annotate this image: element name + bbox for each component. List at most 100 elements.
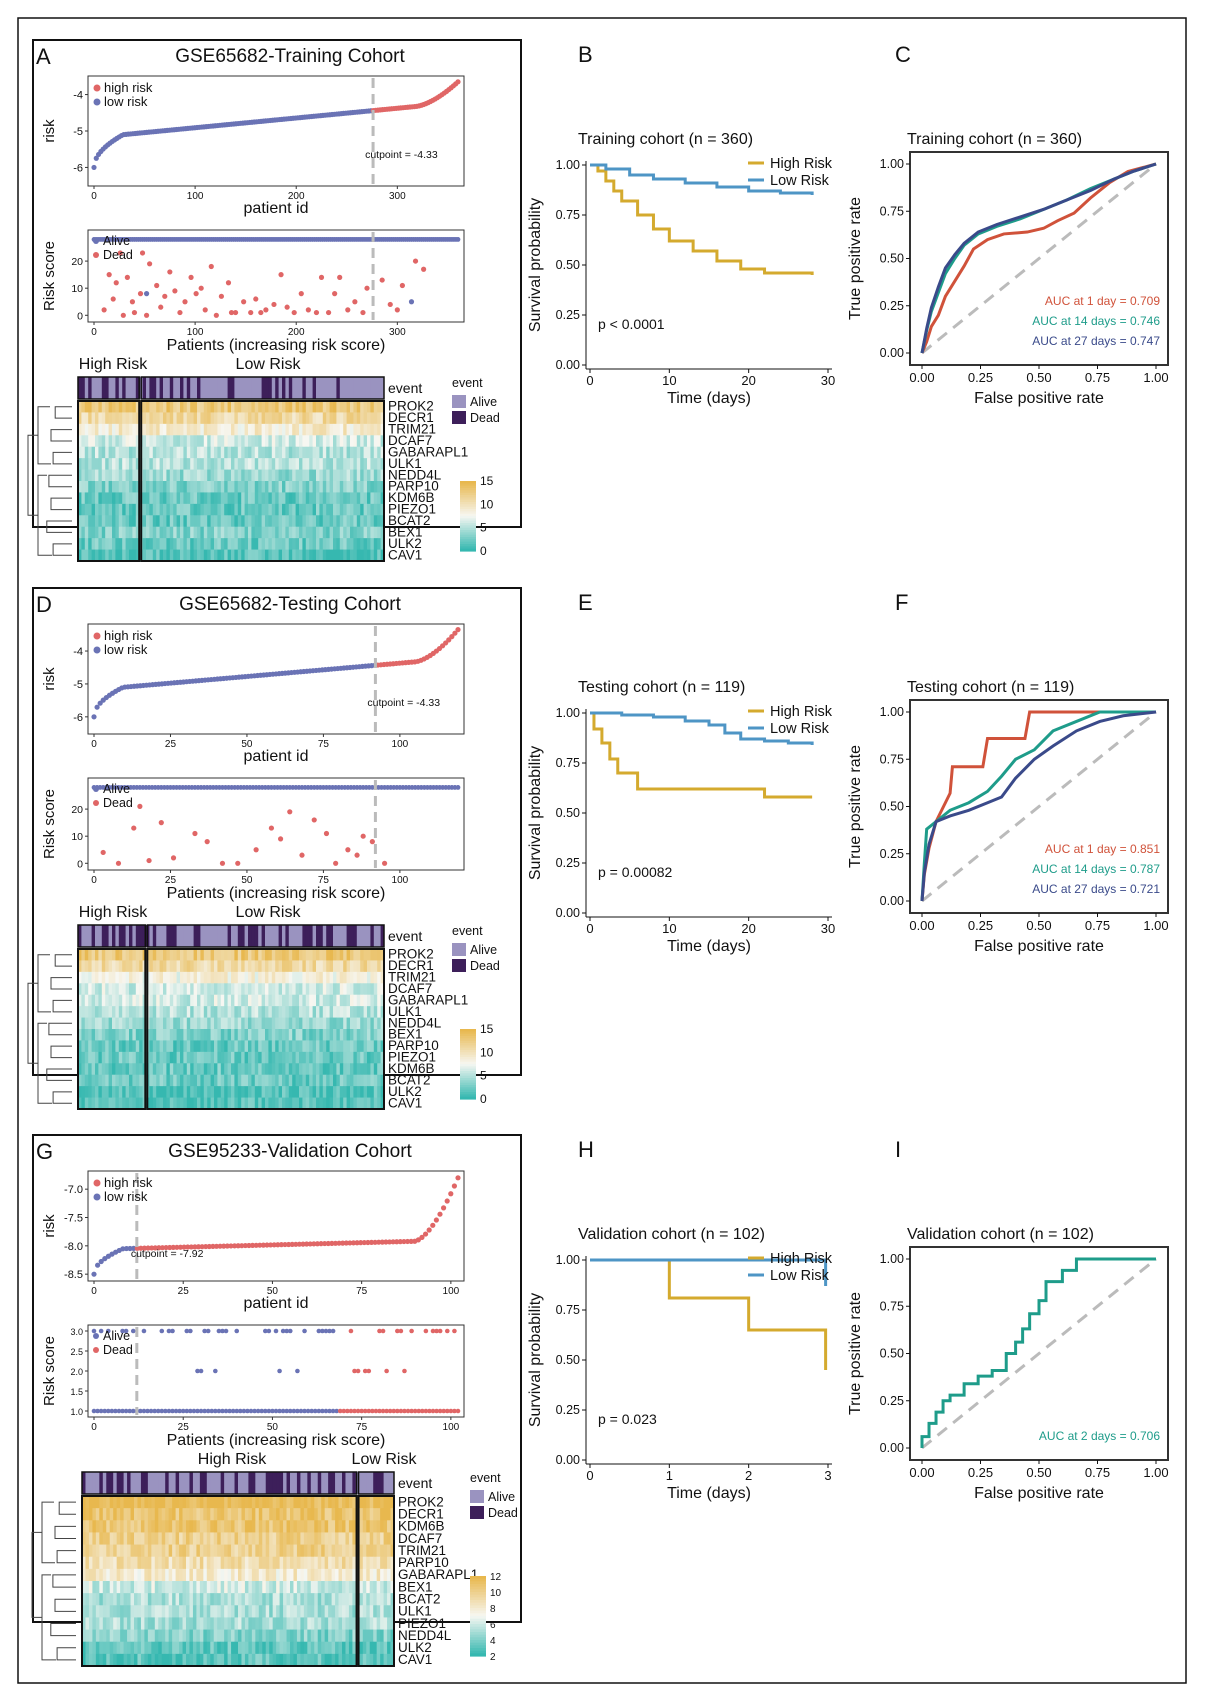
heatmap-cell	[329, 515, 334, 528]
heatmap-cell	[251, 503, 256, 516]
heatmap-cell	[207, 526, 211, 539]
heatmap-cell	[319, 1086, 324, 1098]
heatmap-cell	[151, 1556, 156, 1570]
heatmap-cell	[98, 526, 103, 539]
heatmap-cell	[193, 983, 198, 996]
dead-point	[159, 1328, 165, 1334]
heatmap-cell	[234, 1508, 239, 1521]
heatmap-cell	[227, 1097, 232, 1110]
alive-point	[145, 1408, 150, 1414]
heatmap-cell	[254, 1040, 259, 1053]
event-cell	[234, 925, 239, 947]
heatmap-cell	[101, 423, 106, 436]
heatmap-cell	[278, 949, 283, 961]
heatmap-cell	[101, 1074, 106, 1087]
heatmap-cell	[224, 1017, 228, 1030]
heatmap-cell	[238, 1593, 242, 1606]
alive-point	[227, 1408, 232, 1414]
heatmap-cell	[326, 423, 330, 436]
event-cell	[302, 377, 307, 399]
event-cell	[352, 1472, 357, 1494]
event-cell	[258, 377, 262, 399]
heatmap-cell	[369, 1508, 374, 1521]
heatmap-cell	[268, 949, 273, 961]
heatmap-cell	[159, 1051, 164, 1064]
heatmap-cell	[244, 1581, 249, 1594]
heatmap-cell	[189, 1532, 194, 1545]
event-cell	[210, 925, 215, 947]
heatmap-cell	[282, 526, 286, 539]
heatmap-cell	[105, 1006, 109, 1018]
heatmap-cell	[370, 481, 375, 493]
y-tick-label: 2.0	[70, 1367, 83, 1377]
event-cell	[158, 1472, 163, 1494]
alive-point	[177, 1408, 182, 1414]
heatmap-cell	[241, 1532, 246, 1545]
heatmap-cell	[176, 481, 181, 493]
heatmap-cell	[293, 1556, 298, 1570]
heatmap-cell	[186, 960, 191, 973]
heatmap-cell	[350, 526, 354, 539]
heatmap-cell	[241, 1051, 245, 1064]
heatmap-cell	[189, 1496, 194, 1509]
heatmap-cell	[321, 1508, 326, 1521]
heatmap-cell	[244, 469, 249, 482]
heatmap-cell	[166, 538, 171, 550]
dead-point	[284, 1328, 290, 1334]
heatmap-cell	[234, 1581, 239, 1594]
event-cell	[227, 925, 232, 947]
heatmap-cell	[163, 1063, 167, 1076]
heatmap-cell	[356, 1040, 361, 1053]
heatmap-cell	[172, 1544, 176, 1558]
heatmap-cell	[199, 1593, 204, 1606]
y-tick-label: 0.00	[556, 358, 580, 372]
heatmap-cell	[108, 469, 113, 482]
heatmap-cell	[179, 1520, 183, 1533]
heatmap-cell	[190, 1074, 194, 1087]
event-cell	[238, 1472, 242, 1494]
dead-point	[278, 272, 284, 278]
x-tick-label: 0.00	[909, 918, 934, 933]
heatmap-cell	[231, 1051, 235, 1064]
heatmap-cell	[203, 960, 208, 973]
event-cell	[376, 1472, 381, 1494]
heatmap-cell	[324, 1581, 329, 1594]
heatmap-cell	[206, 1593, 211, 1606]
y-tick-label: 0.75	[556, 208, 580, 222]
heatmap-cell	[168, 1496, 173, 1509]
heatmap-cell	[345, 1556, 350, 1570]
heatmap-cell	[352, 1556, 357, 1570]
heatmap-cell	[190, 949, 194, 961]
x-tick-label: 50	[241, 875, 253, 886]
heatmap-cell	[390, 1520, 395, 1533]
heatmap-cell	[149, 503, 154, 516]
heatmap-cell	[113, 1496, 118, 1509]
heatmap-cell	[265, 1556, 270, 1570]
heatmap-cell	[269, 1556, 274, 1570]
heatmap-cell	[258, 994, 262, 1007]
heatmap-cell	[348, 1508, 353, 1521]
heatmap-cell	[387, 1508, 391, 1521]
heatmap-cell	[78, 401, 82, 413]
heatmap-cell	[129, 983, 133, 996]
dead-point	[323, 830, 330, 837]
heatmap-cell	[220, 949, 225, 961]
heatmap-cell	[356, 446, 361, 459]
heatmap-cell	[333, 412, 337, 425]
heatmap-cell	[125, 1040, 130, 1053]
heatmap-cell	[322, 1017, 327, 1030]
heatmap-cell	[265, 549, 269, 562]
heatmap-cell	[237, 412, 242, 425]
heatmap-cell	[268, 435, 273, 448]
heatmap-cell	[345, 1593, 350, 1606]
event-cell	[377, 377, 381, 399]
dead-point	[182, 299, 188, 305]
heatmap-cell	[309, 492, 313, 505]
event-box-left	[77, 376, 140, 400]
heatmap-cell	[244, 526, 249, 539]
gene-label: PROK2	[398, 1494, 444, 1509]
event-cell	[359, 1472, 364, 1494]
heatmap-cell	[101, 1051, 106, 1064]
heatmap-cell	[159, 423, 164, 436]
heatmap-cell	[258, 538, 262, 550]
